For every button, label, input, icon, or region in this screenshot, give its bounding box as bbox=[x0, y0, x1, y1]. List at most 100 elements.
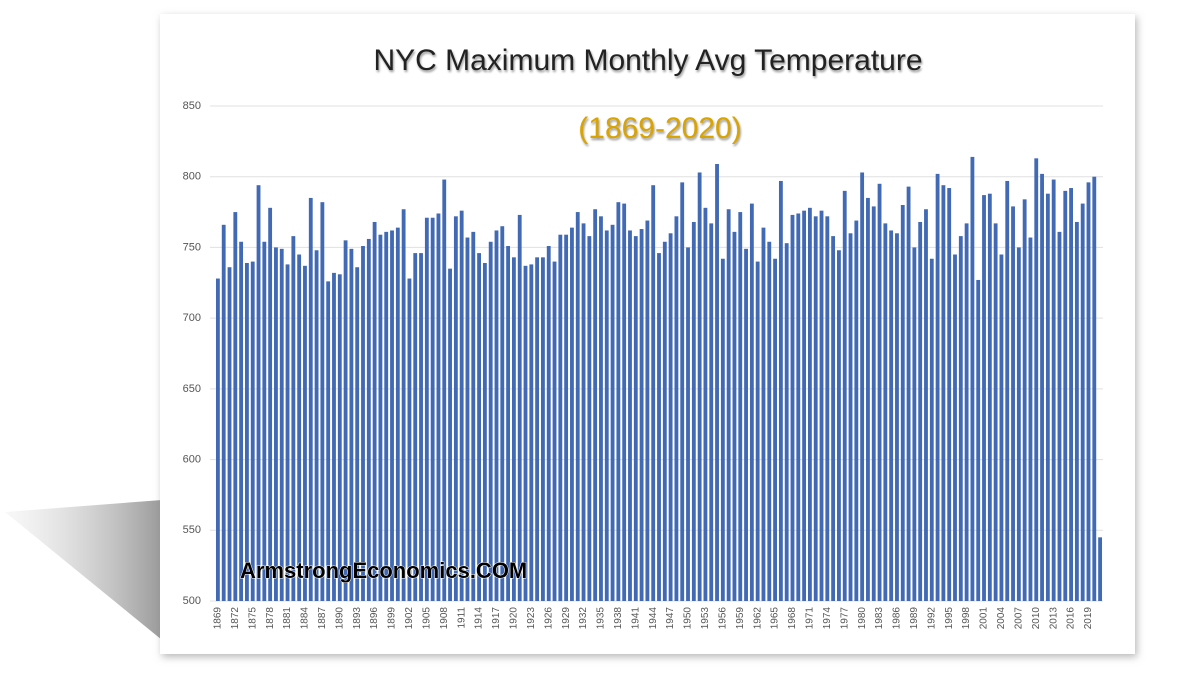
bar bbox=[268, 207, 273, 602]
bar bbox=[889, 230, 894, 601]
bar bbox=[1074, 221, 1079, 601]
bar bbox=[355, 267, 360, 601]
bar bbox=[720, 258, 725, 601]
bar bbox=[848, 233, 853, 602]
bar bbox=[424, 217, 429, 601]
bar bbox=[593, 209, 598, 601]
chart-title: NYC Maximum Monthly Avg Temperature bbox=[373, 44, 922, 77]
bar bbox=[825, 216, 830, 602]
x-tick-label: 1890 bbox=[334, 607, 345, 630]
x-tick-label: 1893 bbox=[352, 607, 363, 630]
x-tick-label: 1932 bbox=[578, 607, 589, 630]
bar bbox=[465, 237, 470, 601]
bar bbox=[239, 241, 244, 601]
bar bbox=[767, 241, 772, 601]
bar bbox=[1086, 182, 1091, 601]
bar bbox=[807, 207, 812, 602]
bar bbox=[500, 226, 505, 601]
bar bbox=[802, 210, 807, 601]
bar bbox=[407, 278, 412, 601]
bar bbox=[686, 247, 690, 601]
bar bbox=[732, 231, 737, 601]
x-tick-label: 1896 bbox=[369, 607, 380, 630]
bar bbox=[947, 188, 952, 601]
x-tick-label: 2019 bbox=[1083, 607, 1094, 630]
bar bbox=[401, 209, 406, 601]
bar bbox=[1051, 179, 1056, 602]
bar bbox=[976, 279, 981, 601]
bar bbox=[320, 202, 325, 601]
x-tick-label: 1980 bbox=[857, 607, 868, 630]
bar bbox=[715, 163, 719, 601]
bar bbox=[639, 229, 644, 602]
bar bbox=[448, 268, 452, 601]
bar bbox=[529, 264, 534, 601]
bar bbox=[726, 209, 731, 601]
bar bbox=[1092, 176, 1097, 601]
bar bbox=[831, 236, 836, 601]
bar bbox=[575, 212, 580, 602]
bar bbox=[471, 231, 476, 601]
bar bbox=[413, 253, 418, 602]
bar bbox=[645, 220, 650, 602]
bar bbox=[430, 217, 435, 601]
bar bbox=[982, 195, 986, 601]
bar bbox=[895, 233, 899, 602]
x-tick-label: 1983 bbox=[874, 607, 885, 630]
y-tick-label: 500 bbox=[183, 595, 201, 607]
x-tick-label: 1986 bbox=[892, 607, 903, 630]
y-tick-label: 550 bbox=[183, 524, 201, 536]
bar bbox=[326, 281, 331, 601]
x-tick-label: 1887 bbox=[317, 607, 328, 630]
x-tick-label: 1872 bbox=[230, 607, 241, 630]
x-tick-label: 2007 bbox=[1013, 607, 1024, 630]
bar bbox=[761, 227, 766, 601]
bar bbox=[790, 214, 795, 601]
bar bbox=[749, 203, 754, 602]
bar bbox=[883, 223, 888, 601]
bar bbox=[308, 197, 313, 601]
bar bbox=[361, 246, 365, 601]
bar bbox=[285, 264, 290, 601]
bar bbox=[778, 180, 783, 601]
x-tick-label: 1926 bbox=[543, 607, 554, 630]
bar bbox=[1069, 188, 1073, 601]
x-tick-label: 1944 bbox=[648, 607, 659, 630]
bar bbox=[384, 231, 389, 601]
bar bbox=[929, 258, 934, 601]
bar bbox=[419, 253, 423, 602]
bar bbox=[477, 253, 481, 602]
x-tick-label: 1914 bbox=[474, 607, 485, 630]
bar bbox=[651, 185, 656, 601]
bar bbox=[784, 243, 789, 601]
bar bbox=[674, 216, 679, 602]
x-tick-label: 1953 bbox=[700, 607, 711, 630]
bar bbox=[668, 233, 673, 602]
bar bbox=[1063, 190, 1068, 601]
bar bbox=[366, 238, 371, 601]
x-tick-label: 1974 bbox=[822, 607, 833, 630]
x-tick-label: 1995 bbox=[944, 607, 955, 630]
x-tick-label: 1929 bbox=[561, 607, 572, 630]
x-tick-label: 1998 bbox=[961, 607, 972, 630]
bar bbox=[250, 261, 255, 601]
bar bbox=[459, 210, 464, 601]
bar bbox=[941, 185, 946, 601]
bar bbox=[900, 205, 905, 601]
y-tick-label: 750 bbox=[183, 241, 201, 253]
bar bbox=[622, 203, 627, 602]
x-tick-label: 1905 bbox=[421, 607, 432, 630]
bar bbox=[378, 234, 383, 601]
bar bbox=[854, 220, 859, 602]
bar bbox=[628, 230, 632, 601]
bar bbox=[610, 224, 615, 602]
bar bbox=[709, 223, 714, 601]
bar bbox=[1011, 206, 1015, 601]
x-tick-label: 1971 bbox=[805, 607, 816, 630]
chart-subtitle: (1869-2020) bbox=[578, 112, 741, 145]
bar bbox=[390, 230, 394, 601]
bar bbox=[337, 274, 342, 601]
x-tick-label: 1923 bbox=[526, 607, 537, 630]
bar bbox=[494, 230, 499, 601]
bar bbox=[570, 227, 574, 601]
